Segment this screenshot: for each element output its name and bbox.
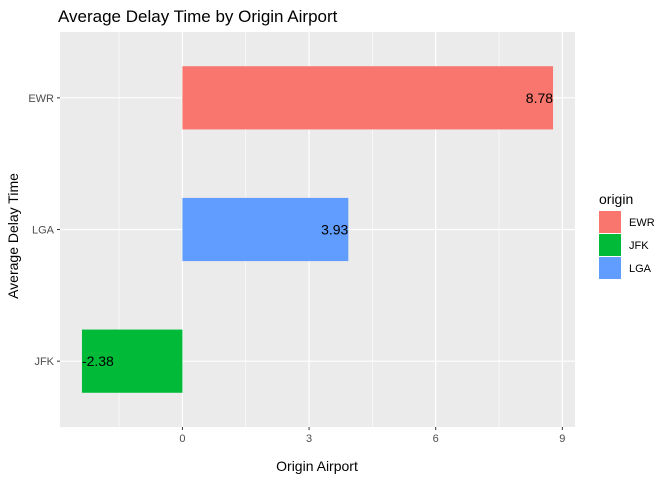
legend-label: JFK — [629, 240, 649, 252]
bar-jfk — [81, 329, 183, 393]
legend-label: EWR — [629, 217, 655, 229]
legend-key-jfk — [599, 234, 621, 256]
chart-title: Average Delay Time by Origin Airport — [58, 7, 338, 26]
bar-ewr — [182, 66, 554, 130]
x-tick-label: 6 — [433, 433, 439, 445]
y-axis-title: Average Delay Time — [5, 173, 21, 299]
y-tick-label: JFK — [34, 356, 54, 368]
x-tick-label: 3 — [306, 433, 312, 445]
legend-key-ewr — [599, 211, 621, 233]
legend-key-lga — [599, 257, 621, 279]
legend-title: origin — [599, 191, 633, 207]
y-tick-label: LGA — [32, 225, 55, 237]
x-axis-title: Origin Airport — [276, 458, 358, 474]
y-axis-ticks: EWR LGA JFK — [28, 93, 60, 368]
data-label: 3.93 — [321, 222, 348, 238]
data-labels: 8.78 3.93 -2.38 — [82, 90, 553, 369]
legend: origin EWR JFK LGA — [599, 191, 655, 279]
x-axis-ticks: 0 3 6 9 — [179, 427, 565, 445]
x-tick-label: 0 — [179, 433, 185, 445]
y-tick-label: EWR — [28, 93, 54, 105]
bars — [81, 66, 554, 393]
bar-lga — [182, 197, 349, 262]
legend-label: LGA — [629, 263, 652, 275]
x-tick-label: 9 — [559, 433, 565, 445]
data-label: 8.78 — [526, 90, 553, 106]
data-label: -2.38 — [82, 353, 114, 369]
